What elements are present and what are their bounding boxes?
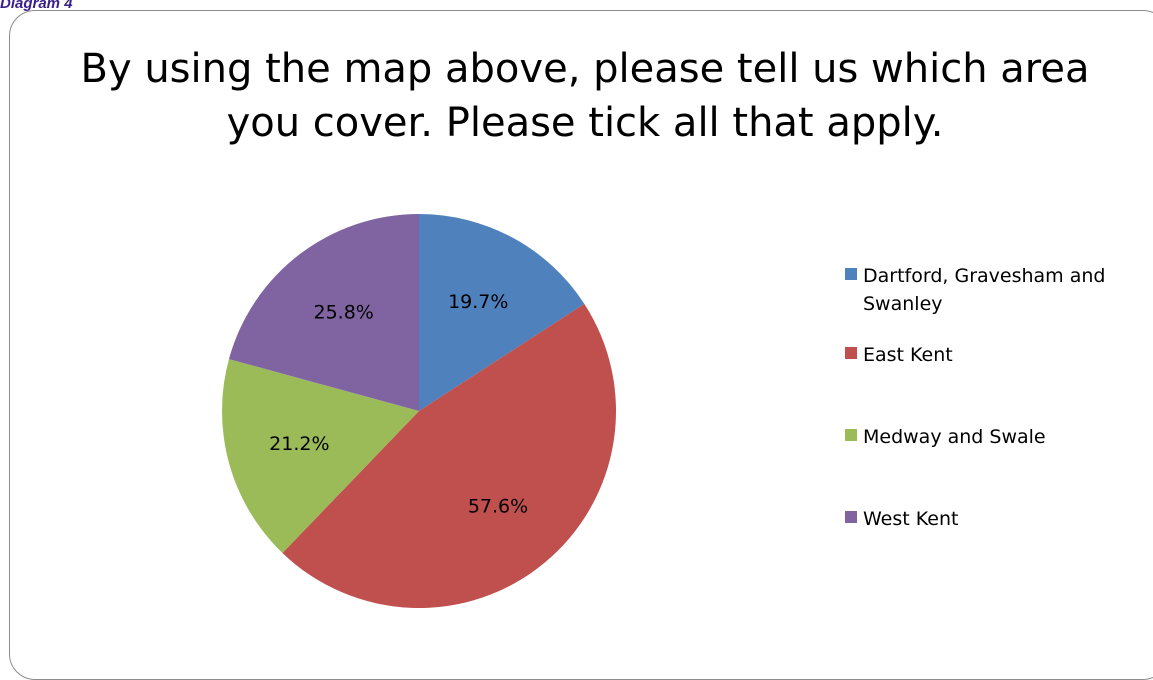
legend-label-dartford: Dartford, Gravesham and Swanley [863, 265, 1106, 315]
legend-swatch-east-kent [845, 347, 857, 359]
legend-label-east-kent: East Kent [863, 344, 953, 366]
legend-label-medway: Medway and Swale [863, 426, 1046, 448]
pie-slice-east-kent [282, 303, 616, 609]
legend-swatch-west-kent [845, 511, 857, 523]
legend-item-west-kent: West Kent [845, 505, 1143, 533]
legend-item-east-kent: East Kent [845, 341, 1143, 369]
pie-slice-dartford [419, 214, 585, 411]
data-label-east-kent: 57.6% [468, 496, 528, 518]
pie-chart: 19.7% 57.6% 21.2% 25.8% [222, 214, 616, 609]
pie-slice-medway [222, 359, 419, 554]
data-label-dartford: 19.7% [448, 291, 508, 313]
legend-swatch-dartford [845, 268, 857, 280]
pie-slice-west-kent [228, 214, 419, 411]
data-label-medway: 21.2% [269, 433, 329, 455]
legend-swatch-medway [845, 429, 857, 441]
legend-item-medway: Medway and Swale [845, 423, 1143, 451]
chart-title: By using the map above, please tell us w… [80, 46, 1090, 146]
legend-item-dartford: Dartford, Gravesham and Swanley [845, 262, 1143, 318]
legend-label-west-kent: West Kent [863, 508, 959, 530]
data-label-west-kent: 25.8% [314, 301, 374, 323]
diagram-caption: Diagram 4 [0, 0, 73, 12]
